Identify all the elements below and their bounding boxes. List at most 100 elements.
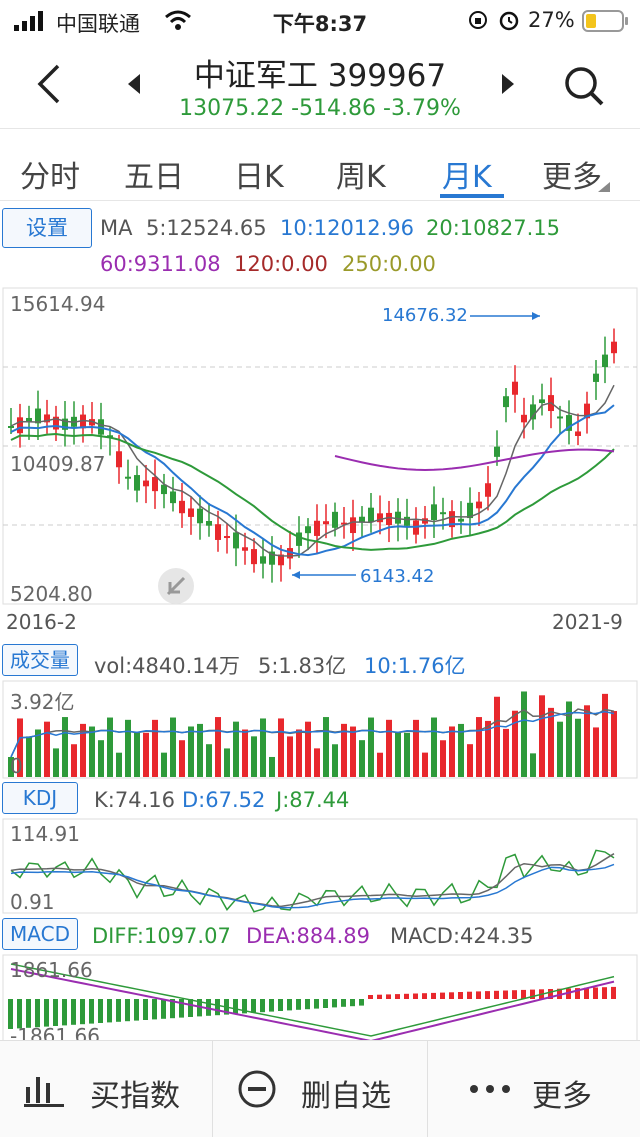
macd-bar [269,999,274,1012]
buy-index-button[interactable]: 买指数 [0,1041,212,1137]
volume-bar [35,729,41,777]
remove-watchlist-button[interactable]: 删自选 [213,1041,427,1137]
macd-y-bottom: -1861.66 [10,1024,100,1040]
macd-bar [584,987,589,999]
divider [427,1041,428,1137]
settings-button[interactable]: 设置 [2,208,92,248]
next-stock-icon[interactable] [500,74,514,94]
macd-bar [17,999,22,1029]
volume-bar [161,752,167,777]
macd-bar [449,992,454,999]
back-icon[interactable] [36,64,62,104]
candlestick-chart[interactable] [0,286,640,606]
macd-bar [485,991,490,999]
volume-y-bottom: 0 [10,754,23,778]
candle-body [395,511,401,524]
more-actions-button[interactable]: 更多 [428,1041,640,1137]
volume-bar [251,736,257,777]
volume-bar [485,720,491,777]
volume-bar [89,726,95,777]
previous-stock-icon[interactable] [128,74,142,94]
kdj-j-line [10,849,615,913]
volume-bar [233,721,239,777]
candle-body [134,475,140,491]
candle-body [584,403,590,419]
more-actions-label: 更多 [532,1079,592,1114]
candle-body [557,416,563,419]
candle-body [467,502,473,519]
candle-body [107,435,113,438]
signal-icon [14,11,43,31]
tab-five-day[interactable]: 五日 [124,160,184,195]
search-icon[interactable] [562,64,606,108]
y-axis-bottom: 5204.80 [10,582,93,606]
volume-bar [557,721,563,777]
volume-bar [413,719,419,777]
macd-bar [476,991,481,999]
candle-body [440,512,446,515]
kdj-d-value: D:67.52 [182,788,266,812]
fullscreen-icon[interactable] [156,566,196,606]
ma20-line [10,432,615,551]
macd-bar [332,999,337,1008]
kdj-indicator-button[interactable]: KDJ [2,782,78,814]
candle-body [188,508,194,517]
tab-daily-k[interactable]: 日K [234,160,284,195]
macd-y-top: 1861.66 [10,958,93,982]
candle-body [593,373,599,382]
volume-chart[interactable] [0,680,640,780]
candle-body [62,418,68,430]
candle-body [125,476,131,479]
period-tabs: 分时 五日 日K 周K 月K 更多 [0,140,640,200]
macd-bar [503,990,508,999]
ma250-value: 250:0.00 [342,252,436,276]
volume-bar [71,744,77,777]
macd-bar [161,999,166,1019]
kdj-chart[interactable] [0,818,640,914]
macd-bar [53,999,58,1026]
tab-weekly-k[interactable]: 周K [336,160,386,195]
candle-body [386,512,392,526]
macd-bar [575,988,580,999]
tab-monthly-k[interactable]: 月K [442,160,492,195]
macd-bar [62,999,67,1026]
kdj-y-bottom: 0.91 [10,890,55,914]
status-time: 下午8:37 [272,12,368,36]
macd-bar [386,994,391,999]
tab-more[interactable]: 更多 [542,160,602,195]
candle-body [89,419,95,426]
ma5-line [10,384,615,557]
candle-body [575,431,581,436]
macd-bar [251,999,256,1013]
macd-bar [431,992,436,999]
macd-bar [350,999,355,1007]
volume-bar [449,726,455,777]
volume-ma5: 5:1.83亿 [258,654,347,678]
macd-bar [107,999,112,1023]
bar-chart-icon [24,1077,64,1107]
volume-bar [350,726,356,777]
stock-header: 中证军工 399967 13075.22 -514.86 -3.79% [0,40,640,129]
volume-bar [179,740,185,777]
volume-indicator-button[interactable]: 成交量 [2,644,78,676]
candle-body [143,480,149,487]
macd-indicator-button[interactable]: MACD [2,918,78,950]
candle-body [305,526,311,534]
volume-bar [359,740,365,777]
macd-bar [404,993,409,999]
volume-bar [188,726,194,777]
tab-intraday[interactable]: 分时 [20,160,80,195]
candle-body [260,556,266,564]
rotation-lock-icon [469,11,487,29]
ma-label: MA [100,216,133,240]
volume-bar [440,740,446,777]
macd-bar [296,999,301,1010]
macd-bar [98,999,103,1023]
candle-body [8,426,14,428]
candle-body [611,341,617,354]
macd-bar [512,990,517,999]
macd-chart[interactable] [0,954,640,1040]
candle-body [539,399,545,404]
volume-bar [458,723,464,777]
volume-bar [503,728,509,777]
